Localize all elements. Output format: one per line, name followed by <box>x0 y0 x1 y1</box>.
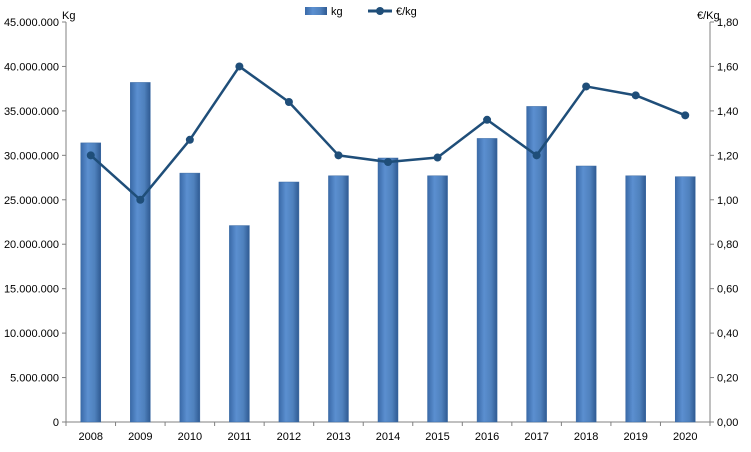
bar <box>229 225 250 423</box>
x-tick-label: 2008 <box>79 431 103 443</box>
right-tick-label: 0,80 <box>717 239 738 251</box>
left-tick-label: 0 <box>53 417 59 429</box>
left-tick-label: 40.000.000 <box>4 61 59 73</box>
bar <box>130 82 151 423</box>
line-point <box>433 153 442 162</box>
legend-bar-swatch <box>305 7 327 15</box>
bar <box>377 157 399 423</box>
legend-line-label: €/kg <box>396 6 417 18</box>
right-tick-label: 1,80 <box>717 17 738 29</box>
bar <box>476 138 498 423</box>
bar <box>674 176 696 423</box>
left-tick-label: 5.000.000 <box>10 373 59 385</box>
x-tick-label: 2016 <box>475 431 499 443</box>
bar-series <box>80 82 696 423</box>
x-tick-label: 2009 <box>128 431 152 443</box>
legend: kg €/kg <box>305 6 417 18</box>
legend-bar-label: kg <box>331 6 343 18</box>
line-point <box>532 151 541 160</box>
x-tick-label: 2010 <box>178 431 202 443</box>
x-tick-label: 2017 <box>524 431 548 443</box>
right-tick-label: 1,60 <box>717 61 738 73</box>
right-axis-unit: €/Kg <box>697 10 720 22</box>
bar <box>625 175 646 423</box>
legend-line-marker <box>376 7 384 15</box>
bar <box>427 175 448 423</box>
right-axis-ticks: 0,00 0,20 0,40 0,60 0,80 1,00 1,20 1,40 1,60 1,80 <box>710 17 738 429</box>
line-point <box>582 82 591 91</box>
bar <box>526 106 547 423</box>
right-tick-label: 0,60 <box>717 284 738 296</box>
left-tick-label: 45.000.000 <box>4 17 59 29</box>
x-tick-label: 2011 <box>228 431 252 443</box>
x-tick-label: 2012 <box>277 431 301 443</box>
x-tick-label: 2013 <box>326 431 350 443</box>
x-axis-tick-labels: 2008 2009 2010 2011 2012 2013 2014 2015 2016 2017… <box>65 422 711 443</box>
left-axis-unit: Kg <box>62 10 75 22</box>
right-tick-label: 0,40 <box>717 328 738 340</box>
bar <box>80 142 102 423</box>
x-tick-label: 2014 <box>376 431 400 443</box>
x-tick-label: 2015 <box>425 431 449 443</box>
left-tick-label: 15.000.000 <box>4 284 59 296</box>
line-point <box>483 115 492 124</box>
right-tick-label: 1,40 <box>717 106 738 118</box>
left-tick-label: 25.000.000 <box>4 195 59 207</box>
line-point <box>235 62 244 71</box>
line-point <box>681 111 690 120</box>
line-point <box>384 158 392 166</box>
line-point <box>86 151 95 160</box>
x-tick-label: 2020 <box>673 431 697 443</box>
bar <box>278 181 300 423</box>
right-tick-label: 1,00 <box>717 195 738 207</box>
line-series <box>86 62 690 204</box>
line-point <box>631 91 640 100</box>
right-tick-label: 0,00 <box>717 417 738 429</box>
line-point <box>334 151 343 160</box>
right-tick-label: 0,20 <box>717 373 738 385</box>
left-tick-label: 30.000.000 <box>4 150 59 162</box>
line-point <box>136 195 145 204</box>
line-point <box>185 135 194 144</box>
left-axis-ticks: 0 5.000.000 10.000.000 15.000.000 20.000.000… <box>4 17 66 429</box>
left-tick-label: 20.000.000 <box>4 239 59 251</box>
x-tick-label: 2018 <box>574 431 598 443</box>
x-tick-label: 2019 <box>623 431 647 443</box>
right-tick-label: 1,20 <box>717 150 738 162</box>
left-tick-label: 10.000.000 <box>4 328 59 340</box>
left-tick-label: 35.000.000 <box>4 106 59 118</box>
bar <box>575 165 597 423</box>
line-point <box>284 98 293 106</box>
bar <box>328 175 349 423</box>
bar <box>179 172 201 423</box>
